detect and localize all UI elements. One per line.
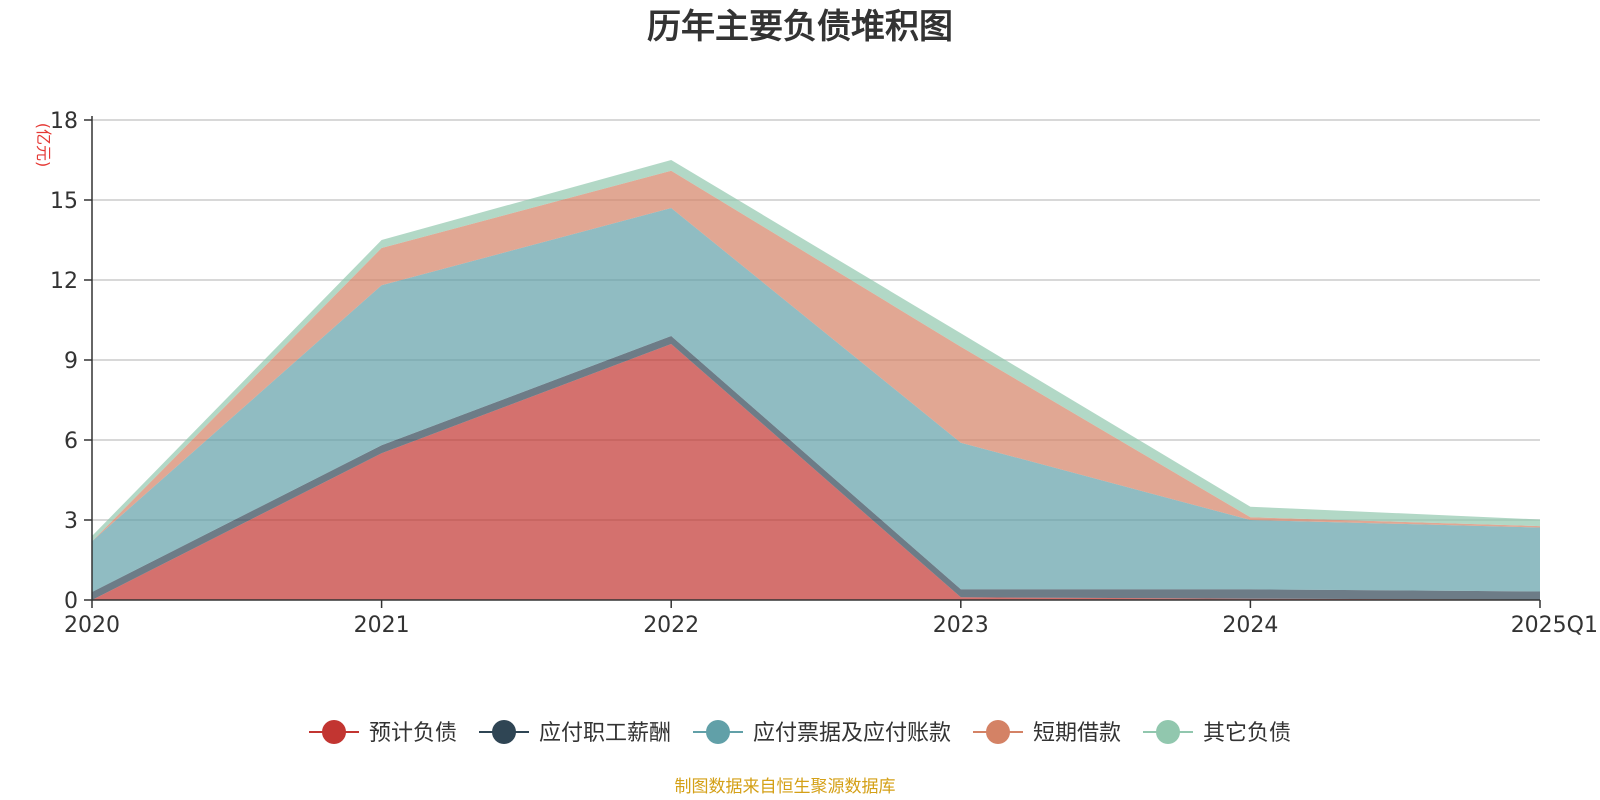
legend: 预计负债 应付职工薪酬 应付票据及应付账款 短期借款 其它负债 [309,720,1291,746]
y-tick-label: 3 [64,509,78,534]
x-tick-label: 2021 [354,613,410,638]
legend-item-1[interactable]: 应付职工薪酬 [479,720,671,746]
legend-item-0[interactable]: 预计负债 [309,720,457,746]
legend-item-3[interactable]: 短期借款 [973,720,1121,746]
area-series-2 [92,208,1540,592]
legend-label: 应付职工薪酬 [539,721,671,746]
area-series-1 [92,336,1540,600]
area-series-3 [92,170,1540,542]
legend-label: 短期借款 [1033,721,1121,746]
area-series-0 [92,344,1540,600]
x-tick-label: 2024 [1222,613,1278,638]
legend-item-2[interactable]: 应付票据及应付账款 [693,720,951,746]
legend-label: 其它负债 [1203,721,1291,746]
x-tick-label: 2023 [933,613,989,638]
legend-dot-marker [986,720,1010,744]
legend-dot-marker [706,720,730,744]
legend-label: 预计负债 [369,721,457,746]
legend-dot-marker [1156,720,1180,744]
legend-dot-marker [492,720,516,744]
y-tick-label: 6 [64,429,78,454]
y-axis-unit-label: (亿元) [34,123,53,168]
x-tick-label: 2022 [643,613,699,638]
axes: 0 3 6 9 12 15 18 2020 2021 2022 2023 2024 2025Q1 [50,109,1598,638]
legend-item-4[interactable]: 其它负债 [1143,720,1291,746]
y-tick-label: 9 [64,349,78,374]
legend-label: 应付票据及应付账款 [753,721,951,746]
y-tick-label: 18 [50,109,78,134]
x-tick-label: 2025Q1 [1511,613,1598,638]
y-tick-label: 0 [64,589,78,614]
y-tick-label: 12 [50,269,78,294]
data-source-note: 制图数据来自恒生聚源数据库 [675,777,896,797]
legend-dot-marker [322,720,346,744]
chart-title: 历年主要负债堆积图 [647,7,953,47]
area-series [92,160,1540,600]
x-tick-label: 2020 [64,613,120,638]
y-tick-label: 15 [50,189,78,214]
